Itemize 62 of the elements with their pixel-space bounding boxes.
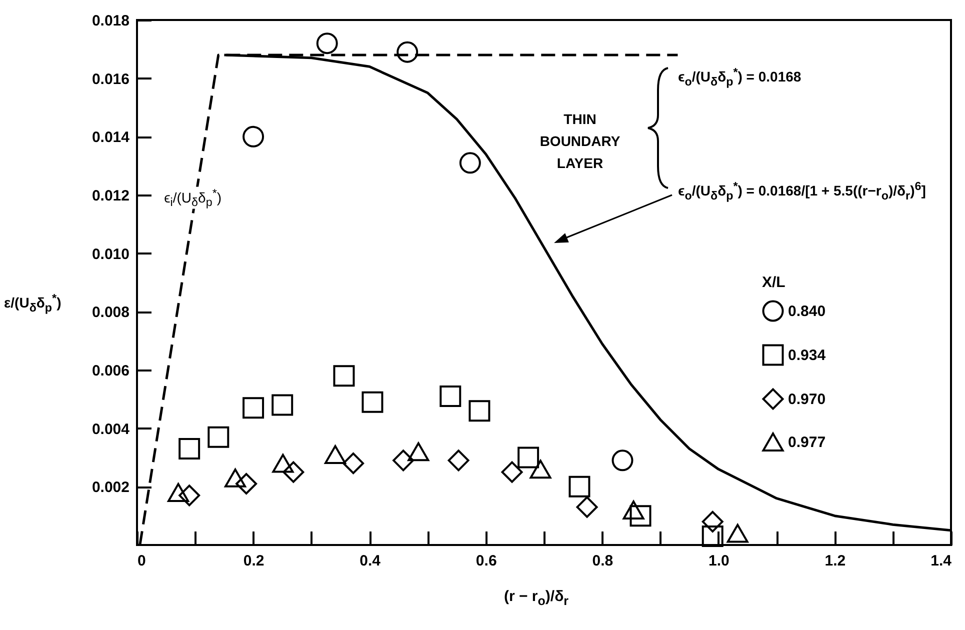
y-tick-label: 0.006 xyxy=(92,362,130,380)
point xyxy=(392,450,414,472)
point xyxy=(518,446,540,468)
x-tick-label: 0.6 xyxy=(476,552,497,570)
point xyxy=(622,500,644,520)
y-tick-label: 0.016 xyxy=(92,70,130,88)
legend-label: 0.970 xyxy=(788,391,826,408)
point xyxy=(468,400,490,422)
point xyxy=(168,483,190,502)
point xyxy=(459,152,481,174)
point xyxy=(576,496,598,518)
point xyxy=(702,526,724,547)
point xyxy=(242,126,264,148)
y-tick-label: 0.014 xyxy=(92,129,130,146)
point xyxy=(702,510,724,532)
point xyxy=(178,438,200,460)
legend-label: 0.977 xyxy=(788,434,826,451)
point xyxy=(408,442,430,462)
text: ϵ$_{o}$/(U$_{δ}$δ$_{p}$$^{*}$) = 0.0168/[1 + 5.5((r−r$_{o}$)/δ$_{r}$)$^{6}$] xyxy=(678,180,926,202)
annotation: ϵ$_{i}$/(U$_{δ}$δ$_{p}$$^{*}$) xyxy=(164,186,222,210)
y-tick-label: 0.010 xyxy=(92,246,130,263)
point xyxy=(272,394,294,416)
point xyxy=(324,445,346,464)
x-tick-label: 0.8 xyxy=(592,552,614,570)
point xyxy=(726,524,748,543)
point xyxy=(530,460,552,479)
point xyxy=(501,461,523,483)
legend-label: 0.934 xyxy=(788,347,826,364)
x-tick-label: 1.4 xyxy=(930,552,952,570)
point xyxy=(316,32,338,54)
point xyxy=(236,473,258,494)
y-tick-label: 0.012 xyxy=(92,188,130,204)
point xyxy=(448,450,470,472)
legend-label: 0.840 xyxy=(788,303,826,320)
point xyxy=(440,386,462,407)
point xyxy=(396,41,418,63)
x-tick-label: 0.4 xyxy=(360,552,382,570)
point xyxy=(224,468,246,488)
annotation: ϵ$_{o}$/(U$_{δ}$δ$_{p}$$^{*}$) = 0.0168 xyxy=(678,66,802,88)
y-tick-label: 0.018 xyxy=(92,12,130,30)
x-tick-label: 0.2 xyxy=(243,552,264,570)
point xyxy=(282,461,304,483)
point xyxy=(272,454,294,473)
x-axis-title: (r − r$_{o}$)/δ$_{r}$ xyxy=(504,588,569,608)
point xyxy=(612,450,634,472)
legend-title: X/L xyxy=(762,274,786,291)
x-tick-label: 1.2 xyxy=(824,552,846,570)
y-tick-label: 0.004 xyxy=(92,420,130,438)
point xyxy=(178,484,200,506)
point xyxy=(630,505,652,527)
point xyxy=(208,426,230,448)
annotation: THIN BOUNDARY LAYER xyxy=(538,110,622,173)
y-tick-label: 0.008 xyxy=(92,304,130,322)
point xyxy=(362,391,384,413)
point xyxy=(342,452,364,474)
y-axis-title: ε/(U$_{δ}$δ$_{p}$$^{*}$) xyxy=(4,292,62,314)
point xyxy=(333,365,355,387)
x-tick-label: 1.0 xyxy=(708,552,730,570)
point xyxy=(242,397,264,419)
x-tick-label: 0 xyxy=(138,552,146,570)
point xyxy=(568,476,590,498)
y-tick-label: 0.002 xyxy=(92,479,130,496)
